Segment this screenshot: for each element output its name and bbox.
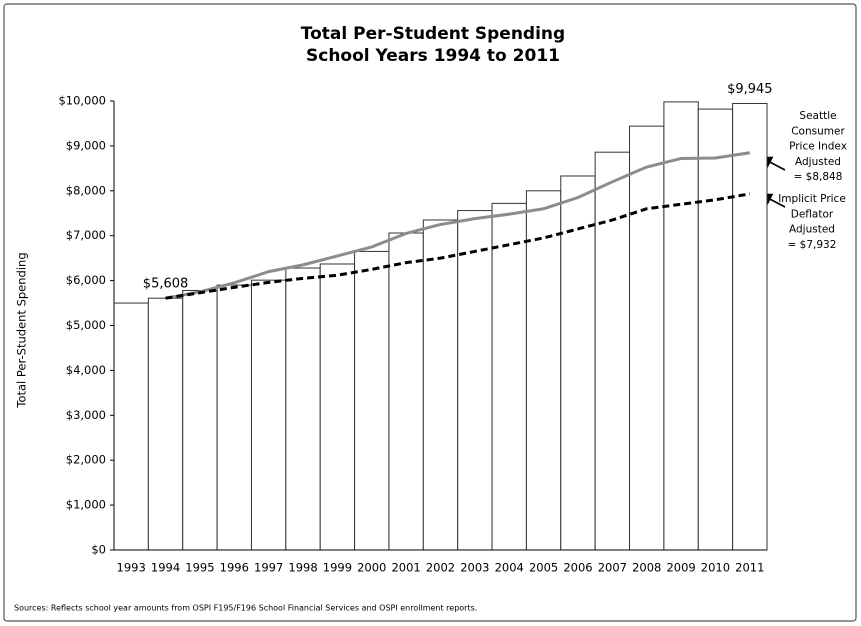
source-note: Sources: Reflects school year amounts fr… [14,604,477,613]
x-tick-label: 1998 [288,561,317,575]
series-annotation: Consumer [791,125,845,137]
y-tick-label: $6,000 [66,273,106,287]
bar [697,108,734,551]
bar [491,202,527,551]
bar [457,210,493,551]
bar [147,297,184,551]
y-tick-label: $8,000 [66,183,106,197]
bar [629,125,665,551]
bar [732,102,768,551]
x-tick-label: 1997 [254,561,283,575]
bar [422,219,459,551]
series-line [165,151,751,300]
y-tick-label: $5,000 [66,318,106,332]
bar [250,279,287,551]
x-tick-label: 2008 [632,561,661,575]
bar [319,263,356,551]
y-tick-label: $9,000 [66,138,106,152]
x-tick-label: 1993 [117,561,146,575]
series-annotation: Price Index [789,141,847,153]
x-tick-label: 2003 [460,561,489,575]
y-tick-label: $3,000 [66,408,106,422]
series-annotation: = $8,848 [794,171,843,183]
y-tick-label: $10,000 [58,94,106,108]
y-tick-label: $7,000 [66,228,106,242]
value-label: $9,945 [727,82,773,97]
y-axis-label: Total Per-Student Spending [15,252,29,408]
bar [182,289,218,551]
series-annotation: Adjusted [789,224,835,236]
x-tick-label: 2010 [701,561,730,575]
bar [663,101,699,551]
series-annotation: Deflator [791,208,834,220]
bar [216,284,252,551]
x-tick-label: 2005 [529,561,558,575]
bar [285,267,321,551]
x-tick-label: 2011 [735,561,764,575]
x-tick-label: 1994 [151,561,180,575]
x-tick-label: 2009 [666,561,695,575]
y-tick-label: $4,000 [66,363,106,377]
x-tick-label: 2004 [495,561,524,575]
bar [594,151,631,551]
y-tick-label: $2,000 [66,453,106,467]
y-tick-label: $1,000 [66,498,106,512]
x-tick-label: 2002 [426,561,455,575]
x-tick-label: 1999 [323,561,352,575]
y-tick-label: $0 [91,543,106,557]
chart-title: Total Per-Student Spending [301,24,565,44]
bar [388,232,424,551]
x-tick-label: 2006 [563,561,592,575]
x-tick-label: 2001 [391,561,420,575]
value-label: $5,608 [143,277,189,292]
bar [525,190,562,551]
bar [113,302,149,551]
series-annotation: Seattle [799,110,836,122]
series-annotation: Adjusted [795,156,841,168]
x-tick-label: 2007 [598,561,627,575]
x-tick-label: 1995 [185,561,214,575]
chart-subtitle: School Years 1994 to 2011 [306,46,560,66]
bar [560,175,596,551]
x-tick-label: 2000 [357,561,386,575]
series-annotation: = $7,932 [788,239,837,251]
series-line [165,192,751,300]
x-tick-label: 1996 [220,561,249,575]
bar [354,250,390,551]
series-annotation: Implicit Price [778,193,846,205]
